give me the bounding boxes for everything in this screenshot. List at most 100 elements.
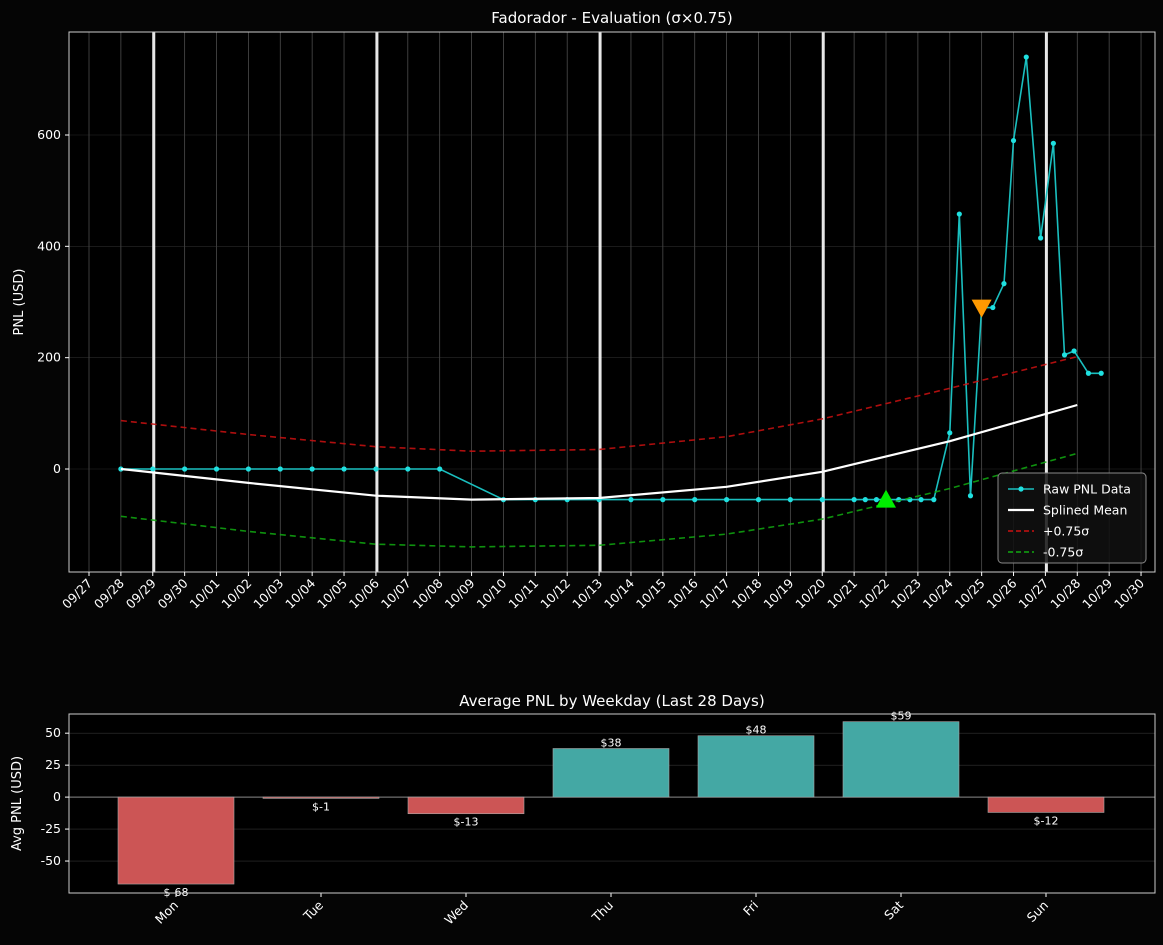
bar-sat — [842, 721, 960, 798]
raw-pnl-point — [1050, 140, 1056, 146]
x-tick-label: 10/06 — [346, 575, 382, 611]
line-chart-ylabel: PNL (USD) — [12, 269, 27, 336]
raw-pnl-point — [1071, 348, 1077, 354]
line-chart: 0 200 400 600 09/2709/2809/2909/3010/0110/02… — [12, 9, 1156, 612]
x-tick-label: 10/05 — [314, 576, 350, 612]
x-tick-label: 10/16 — [665, 575, 701, 611]
raw-pnl-point — [373, 466, 379, 472]
bar-x-tick-label: Mon — [152, 898, 181, 927]
x-tick-label: 10/29 — [1079, 575, 1115, 611]
bar-y-tick-label: 25 — [45, 757, 61, 772]
raw-pnl-point — [851, 497, 857, 503]
y-tick-label: 600 — [37, 127, 61, 142]
raw-pnl-point — [931, 497, 937, 503]
x-tick-label: 10/18 — [729, 575, 765, 611]
x-tick-label: 09/27 — [59, 576, 95, 612]
raw-pnl-point — [277, 466, 283, 472]
raw-pnl-point — [245, 466, 251, 472]
x-tick-label: 10/20 — [792, 575, 828, 611]
bar-value-label: $-1 — [312, 800, 330, 813]
raw-pnl-point — [437, 466, 443, 472]
legend-label: Splined Mean — [1043, 503, 1127, 518]
bar-chart-title: Average PNL by Weekday (Last 28 Days) — [459, 692, 764, 710]
x-tick-label: 10/14 — [601, 575, 637, 611]
bar-thu — [552, 748, 670, 798]
legend-label: -0.75σ — [1043, 545, 1083, 560]
x-tick-label: 10/13 — [569, 576, 605, 612]
raw-pnl-point — [967, 493, 974, 499]
raw-pnl-point — [1098, 370, 1104, 376]
line-plot-frame — [68, 31, 1156, 573]
x-tick-label: 10/15 — [633, 576, 669, 612]
bar-plot-frame — [68, 713, 1156, 894]
x-tick-label: 09/28 — [91, 575, 127, 611]
legend-swatch-marker — [1018, 486, 1024, 492]
raw-pnl-point — [213, 466, 220, 472]
bar-chart: $-68Mon$-1Tue$-13Wed$38Thu$48Fri$59Sat$-… — [10, 692, 1156, 928]
x-tick-label: 10/26 — [984, 575, 1020, 611]
x-tick-label: 10/08 — [410, 575, 446, 611]
legend-label: +0.75σ — [1043, 524, 1089, 539]
x-tick-label: 10/23 — [888, 576, 924, 612]
bar-x-tick-label: Wed — [441, 898, 471, 928]
sell-marker — [971, 299, 992, 318]
legend: Raw PNL Data Splined Mean +0.75σ -0.75σ — [997, 472, 1147, 564]
bar-tue — [262, 796, 380, 799]
raw-pnl-point — [341, 466, 347, 472]
bar-x-tick-label: Tue — [300, 897, 327, 924]
bar-value-label: $-12 — [1034, 814, 1059, 827]
line-plot-area — [69, 32, 1155, 572]
x-tick-label: 10/27 — [1015, 576, 1051, 612]
bar-value-label: $48 — [746, 724, 767, 737]
raw-pnl-point — [873, 497, 880, 503]
bar-y-tick-label: -50 — [41, 853, 61, 868]
raw-pnl-point — [1061, 352, 1068, 358]
x-tick-label: 10/11 — [505, 576, 541, 612]
bar-y-tick-label: 50 — [45, 725, 61, 740]
x-tick-label: 10/21 — [824, 576, 860, 612]
bar-chart-ylabel: Avg PNL (USD) — [10, 756, 25, 851]
legend-label: Raw PNL Data — [1043, 482, 1131, 497]
raw-pnl-point — [724, 497, 730, 503]
bar-sun — [987, 796, 1105, 813]
x-tick-label: 10/22 — [856, 576, 892, 612]
raw-pnl-point — [1085, 370, 1092, 376]
x-tick-label: 10/10 — [473, 575, 509, 611]
raw-pnl-point — [628, 497, 634, 503]
x-tick-label: 10/02 — [218, 576, 254, 612]
raw-pnl-point — [819, 497, 825, 503]
raw-pnl-point — [1023, 54, 1029, 60]
buy-marker — [876, 489, 896, 508]
raw-pnl-point — [1010, 137, 1017, 144]
bar-mon — [117, 796, 235, 885]
x-tick-label: 10/07 — [378, 576, 414, 612]
x-tick-label: 09/30 — [155, 575, 191, 611]
raw-pnl-point — [990, 304, 996, 311]
x-tick-label: 10/24 — [920, 575, 956, 611]
series-line-4 — [120, 452, 1078, 548]
raw-pnl-point — [150, 466, 156, 472]
x-tick-label: 10/28 — [1047, 575, 1083, 611]
raw-pnl-point — [918, 497, 924, 503]
x-tick-label: 10/12 — [537, 576, 573, 612]
raw-pnl-point — [1038, 235, 1044, 241]
bar-y-tick-label: 0 — [53, 789, 61, 804]
raw-pnl-point — [182, 466, 188, 472]
raw-pnl-point — [755, 497, 762, 503]
y-tick-label: 400 — [37, 238, 61, 253]
bar-value-label: $-13 — [454, 816, 479, 829]
bar-plot-area — [69, 714, 1155, 893]
raw-pnl-point — [787, 497, 793, 503]
x-tick-label: 09/29 — [123, 575, 159, 611]
y-tick-label: 200 — [37, 350, 61, 365]
raw-pnl-point — [956, 211, 962, 217]
x-tick-label: 10/17 — [697, 576, 733, 612]
x-tick-label: 10/25 — [952, 576, 988, 612]
x-tick-label: 10/09 — [442, 575, 478, 611]
raw-pnl-point — [309, 466, 315, 472]
legend-box — [997, 472, 1147, 564]
bar-y-tick-label: -25 — [41, 821, 61, 836]
x-tick-label: 10/03 — [250, 576, 286, 612]
